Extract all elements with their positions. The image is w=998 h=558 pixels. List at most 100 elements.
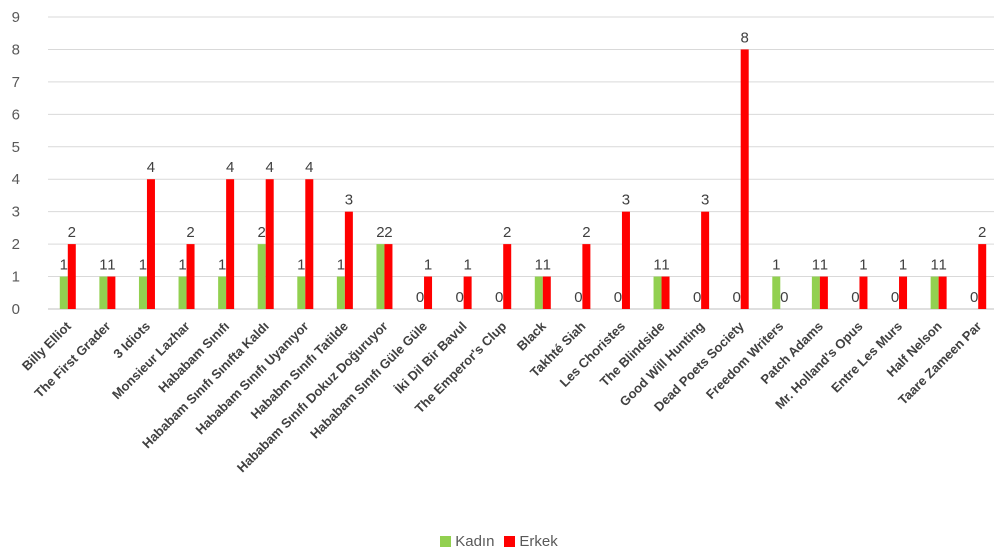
data-label: 1 <box>297 257 305 274</box>
bar-erkek <box>859 276 868 309</box>
bar-kadin <box>653 276 662 309</box>
y-tick-label: 0 <box>12 301 20 318</box>
bar-erkek <box>938 276 947 309</box>
x-tick-label: The First Grader <box>31 319 113 401</box>
data-label: 3 <box>345 192 353 209</box>
data-label: 1 <box>772 257 780 274</box>
data-label: 0 <box>780 289 788 306</box>
bar-kadin <box>811 276 820 309</box>
legend: Kadın Erkek <box>0 533 998 550</box>
data-label: 1 <box>812 257 820 274</box>
y-axis-ticks: 0 1 2 3 4 5 6 7 8 9 <box>12 9 20 318</box>
bar-erkek <box>542 276 551 309</box>
bar-erkek <box>67 244 76 309</box>
data-label: 0 <box>970 289 978 306</box>
bar-erkek <box>186 244 195 309</box>
bar-erkek <box>503 244 512 309</box>
x-tick-label: Black <box>514 318 550 354</box>
data-label: 0 <box>851 289 859 306</box>
bar-kadin <box>178 276 187 309</box>
data-label: 0 <box>614 289 622 306</box>
legend-item-erkek: Erkek <box>504 533 558 550</box>
data-label: 1 <box>899 257 907 274</box>
bar-kadin <box>534 276 543 309</box>
bar-kadin <box>59 276 68 309</box>
data-label: 2 <box>186 224 194 241</box>
x-tick-label: İki Dil Bir Bavul <box>392 319 470 397</box>
bar-erkek <box>463 276 472 309</box>
data-label: 2 <box>503 224 511 241</box>
bar-erkek <box>305 179 314 309</box>
data-label: 4 <box>305 159 313 176</box>
bar-erkek <box>344 211 353 309</box>
data-label: 1 <box>337 257 345 274</box>
data-label: 2 <box>68 224 76 241</box>
data-label: 1 <box>820 257 828 274</box>
data-label: 1 <box>535 257 543 274</box>
data-label: 3 <box>701 192 709 209</box>
bar-erkek <box>107 276 116 309</box>
data-label: 8 <box>741 29 749 46</box>
y-tick-label: 3 <box>12 204 20 221</box>
data-label: 1 <box>930 257 938 274</box>
data-label: 2 <box>582 224 590 241</box>
y-tick-label: 6 <box>12 106 20 123</box>
bar-erkek <box>424 276 433 309</box>
data-label: 0 <box>574 289 582 306</box>
data-label: 0 <box>455 289 463 306</box>
bar-kadin <box>297 276 306 309</box>
bar-erkek <box>582 244 591 309</box>
data-label: 2 <box>978 224 986 241</box>
bar-kadin <box>138 276 147 309</box>
data-label: 0 <box>495 289 503 306</box>
bar-kadin <box>99 276 108 309</box>
y-tick-label: 9 <box>12 9 20 26</box>
data-label: 4 <box>266 159 274 176</box>
x-tick-label: Entre Les Murs <box>828 319 905 396</box>
data-label: 0 <box>416 289 424 306</box>
data-label: 1 <box>859 257 867 274</box>
data-label: 1 <box>99 257 107 274</box>
legend-swatch-erkek <box>504 536 516 547</box>
y-tick-label: 4 <box>12 171 20 188</box>
bar-erkek <box>384 244 393 309</box>
x-tick-label: Hababam Sınıfı <box>155 319 232 396</box>
data-label: 1 <box>661 257 669 274</box>
bar-erkek <box>819 276 828 309</box>
y-tick-label: 7 <box>12 74 20 91</box>
data-label: 1 <box>139 257 147 274</box>
bar-erkek <box>146 179 155 309</box>
bar-kadin <box>930 276 939 309</box>
data-label: 1 <box>938 257 946 274</box>
data-label: 2 <box>384 224 392 241</box>
data-label: 0 <box>693 289 701 306</box>
data-label: 2 <box>376 224 384 241</box>
data-label: 4 <box>226 159 234 176</box>
data-label: 1 <box>424 257 432 274</box>
bar-kadin <box>376 244 385 309</box>
bar-kadin <box>257 244 266 309</box>
bars <box>59 49 987 309</box>
data-label: 1 <box>463 257 471 274</box>
data-label: 0 <box>891 289 899 306</box>
gridlines <box>48 16 994 310</box>
data-label: 1 <box>218 257 226 274</box>
data-label: 1 <box>653 257 661 274</box>
bar-kadin <box>772 276 781 309</box>
bar-erkek <box>661 276 670 309</box>
bar-erkek <box>899 276 908 309</box>
data-label: 1 <box>60 257 68 274</box>
y-tick-label: 2 <box>12 236 20 253</box>
bar-erkek <box>226 179 235 309</box>
data-label: 1 <box>543 257 551 274</box>
data-label: 4 <box>147 159 155 176</box>
data-label: 1 <box>107 257 115 274</box>
legend-label-erkek: Erkek <box>519 533 558 550</box>
data-label: 1 <box>178 257 186 274</box>
data-label: 3 <box>622 192 630 209</box>
bar-erkek <box>978 244 987 309</box>
bar-erkek <box>265 179 274 309</box>
legend-item-kadin: Kadın <box>440 533 494 550</box>
y-tick-label: 8 <box>12 41 20 58</box>
